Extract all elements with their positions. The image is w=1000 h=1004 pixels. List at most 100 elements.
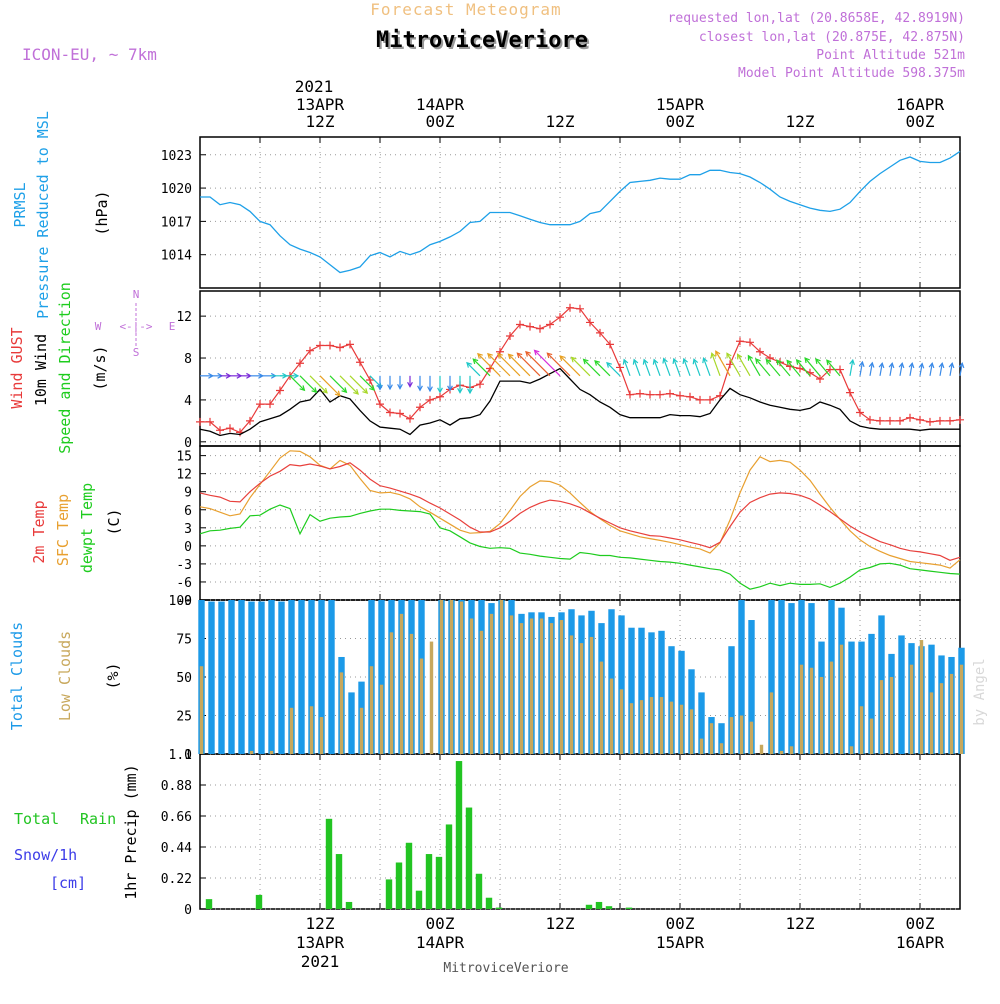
- low-clouds-bar: [749, 721, 754, 754]
- precip-label-cm: [cm]: [50, 874, 86, 892]
- low-clouds-bar: [409, 633, 414, 754]
- wind-arrow-head: [858, 360, 865, 367]
- wind-label-gust: Wind GUST: [8, 327, 26, 408]
- gust-point: [746, 338, 754, 347]
- temp-label-dewpt: dewpt Temp: [78, 483, 96, 573]
- wind-arrow: [815, 358, 831, 377]
- gust-point: [616, 363, 624, 372]
- wind-arrow: [559, 355, 581, 377]
- y-tick-label: 0.66: [161, 810, 192, 825]
- wind-arrow: [939, 363, 943, 376]
- low-clouds-bar: [699, 738, 704, 754]
- low-clouds-bar: [609, 678, 614, 754]
- rain-bar: [485, 897, 493, 909]
- y-tick-label: 0: [184, 903, 192, 918]
- wind-label-10m: 10m Wind: [32, 334, 50, 406]
- precip-label-rain: Rain: [80, 810, 116, 828]
- low-clouds-bar: [619, 689, 624, 754]
- total-clouds-bar: [288, 600, 295, 754]
- series-dewpt-temp: [199, 504, 961, 590]
- gust-point: [396, 409, 404, 418]
- wind-arrow-head: [427, 386, 433, 393]
- wind-arrow: [949, 363, 953, 376]
- wind-arrow-head: [487, 352, 493, 359]
- y-tick-label: 12: [176, 468, 192, 483]
- gust-point: [756, 347, 764, 356]
- clouds-label-total: Total Clouds: [8, 622, 26, 730]
- location-title-front: MitroviceVeriore: [376, 28, 588, 53]
- wind-arrow-head: [804, 357, 810, 364]
- wind-arrow-head: [546, 352, 553, 359]
- gust-point: [306, 346, 314, 355]
- low-clouds-bar: [739, 715, 744, 754]
- bottom-time-label-hour: 12Z: [306, 914, 335, 933]
- wind-arrow-head: [622, 358, 629, 365]
- wind-arrow: [653, 359, 661, 377]
- total-clouds-bar: [788, 603, 795, 754]
- top-time-label-hour: 12Z: [306, 112, 335, 131]
- rain-bar: [325, 818, 333, 909]
- top-time-label-date: 13APR: [296, 95, 345, 114]
- y-tick-label: 8: [184, 352, 192, 367]
- series-10m-wind: [199, 367, 960, 437]
- wind-arrow: [693, 359, 701, 377]
- gust-point: [906, 413, 914, 422]
- rain-bar: [405, 842, 413, 909]
- low-clouds-bar: [909, 664, 914, 754]
- wind-arrow: [525, 351, 551, 377]
- wind-arrow: [796, 359, 811, 377]
- low-clouds-bar: [789, 746, 794, 754]
- footer-name: MitroviceVeriore: [443, 961, 568, 976]
- gust-point: [326, 341, 334, 350]
- gust-point: [596, 328, 604, 337]
- low-clouds-bar: [429, 641, 434, 754]
- low-clouds-bar: [439, 600, 444, 754]
- wind-arrow-head: [878, 361, 885, 369]
- wind-arrow-head: [447, 385, 453, 392]
- wind-arrow-head: [702, 356, 708, 364]
- gust-point: [626, 390, 634, 399]
- low-clouds-bar: [479, 630, 484, 754]
- total-clouds-bar: [228, 600, 235, 754]
- low-clouds-bar: [579, 643, 584, 754]
- low-clouds-bar: [839, 644, 844, 754]
- wind-arrow: [466, 362, 481, 377]
- y-tick-label: 6: [184, 504, 192, 519]
- total-clouds-bar: [728, 646, 735, 754]
- wind-label-speed: Speed and Direction: [56, 282, 74, 454]
- wind-arrow-head: [765, 358, 772, 365]
- low-clouds-bar: [859, 706, 864, 754]
- gust-point: [716, 391, 724, 400]
- y-tick-label: 0.88: [161, 779, 192, 794]
- wind-arrow-head: [570, 356, 577, 363]
- y-tick-label: 12: [176, 310, 192, 325]
- gust-point: [816, 374, 824, 383]
- gust-point: [296, 359, 304, 368]
- total-clouds-bar: [858, 641, 865, 754]
- wind-arrow-head: [928, 361, 935, 369]
- clouds-label-low: Low Clouds: [56, 631, 74, 721]
- wind-arrow-head: [736, 353, 743, 360]
- top-time-label-date: 16APR: [896, 95, 945, 114]
- top-time-label-hour: 12Z: [786, 112, 815, 131]
- precip-label-snow: Snow/1h: [14, 846, 77, 864]
- temp-label-sfc: SFC Temp: [54, 494, 72, 566]
- total-clouds-bar: [308, 600, 315, 754]
- rain-bar: [595, 901, 603, 909]
- location-title: MitroviceVeriore: [378, 30, 590, 55]
- wind-arrow: [594, 360, 611, 377]
- wind-arrow-head: [755, 358, 761, 364]
- wind-arrow: [516, 352, 541, 377]
- total-clouds-bar: [898, 635, 905, 754]
- rain-bar: [465, 807, 473, 909]
- gust-point: [846, 388, 854, 397]
- gust-point: [346, 340, 354, 349]
- low-clouds-bar: [599, 661, 604, 754]
- bottom-time-label-hour: 00Z: [906, 914, 935, 933]
- total-clouds-bar: [268, 600, 275, 754]
- wind-arrow-head: [710, 352, 716, 359]
- rain-bar: [335, 854, 343, 909]
- y-tick-label: 0: [184, 436, 192, 451]
- precip-axis-label: 1hr Precip (mm): [122, 764, 140, 899]
